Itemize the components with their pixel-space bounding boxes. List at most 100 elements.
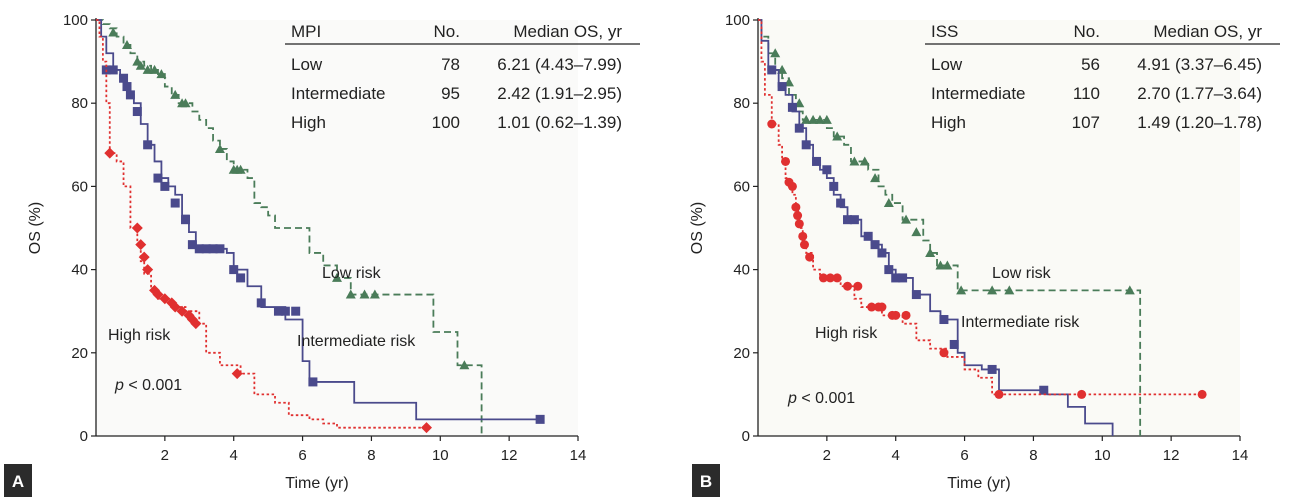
censor-marker-triangle (832, 131, 843, 141)
censor-marker-square (898, 273, 908, 283)
censor-marker-square (194, 244, 204, 254)
table-header: ISS (931, 22, 958, 41)
censor-marker-triangle (1124, 285, 1135, 295)
p-value-label: p < 0.001 (114, 377, 182, 394)
censor-marker-square (911, 290, 921, 300)
censor-marker-square (308, 377, 318, 387)
censor-marker-circle (832, 273, 842, 283)
censor-marker-square (822, 165, 832, 175)
y-tick-label: 60 (71, 178, 88, 195)
x-tick-label: 6 (960, 447, 968, 464)
x-tick-label: 2 (161, 447, 169, 464)
x-axis-label: Time (yr) (947, 475, 1010, 492)
censor-marker-square (280, 306, 290, 316)
censor-marker-circle (843, 281, 853, 291)
series-line-low-risk (96, 19, 483, 436)
censor-marker-circle (994, 389, 1004, 399)
censor-marker-square (215, 244, 225, 254)
censor-marker-square (891, 273, 901, 283)
x-tick-label: 14 (1232, 447, 1249, 464)
censor-marker-circle (791, 202, 801, 212)
high-risk-label: High risk (108, 327, 171, 344)
y-tick-label: 20 (733, 345, 750, 362)
table-header: Median OS, yr (1153, 22, 1262, 41)
censor-marker-square (884, 265, 894, 275)
x-axis-label: Time (yr) (285, 475, 348, 492)
censor-marker-square (987, 364, 997, 374)
censor-marker-square (291, 306, 301, 316)
high-risk-label: High risk (815, 325, 878, 342)
panel-label: A (12, 472, 24, 491)
censor-marker-triangle (108, 27, 119, 37)
censor-marker-square (949, 339, 959, 349)
censor-marker-diamond (104, 147, 116, 159)
table-cell: 110 (1073, 84, 1100, 103)
y-axis-label: OS (%) (689, 202, 706, 254)
x-tick-label: 12 (1163, 447, 1180, 464)
censor-marker-circle (901, 310, 911, 320)
table-cell: High (291, 113, 326, 132)
censor-marker-triangle (777, 64, 788, 74)
x-tick-label: 14 (570, 447, 587, 464)
censor-marker-circle (877, 302, 887, 312)
censor-marker-triangle (808, 114, 819, 124)
censor-marker-square (801, 140, 811, 150)
series-line-low-risk (758, 19, 1142, 436)
table-cell: 4.91 (3.37–6.45) (1137, 55, 1262, 74)
table-cell: Intermediate (291, 84, 386, 103)
censor-marker-square (122, 82, 132, 92)
censor-marker-square (160, 181, 170, 191)
censor-marker-triangle (956, 285, 967, 295)
censor-marker-triangle (121, 39, 132, 49)
censor-marker-triangle (814, 114, 825, 124)
x-tick-label: 6 (298, 447, 306, 464)
censor-marker-circle (787, 181, 797, 191)
censor-marker-circle (794, 219, 804, 229)
table-cell: Low (291, 55, 323, 74)
y-tick-label: 80 (733, 95, 750, 112)
censor-marker-triangle (821, 114, 832, 124)
censor-marker-diamond (169, 301, 181, 313)
censor-marker-triangle (770, 48, 781, 58)
censor-marker-square (1039, 385, 1049, 395)
censor-marker-circle (793, 211, 803, 221)
censor-marker-square (201, 244, 211, 254)
censor-marker-triangle (149, 64, 160, 74)
table-cell: 95 (441, 84, 460, 103)
x-tick-label: 12 (501, 447, 518, 464)
y-tick-label: 0 (80, 428, 88, 445)
table-header: No. (434, 22, 460, 41)
censor-marker-square (143, 140, 153, 150)
censor-marker-square (181, 215, 191, 225)
y-tick-label: 100 (725, 12, 750, 29)
censor-marker-diamond (231, 368, 243, 380)
censor-marker-circle (891, 310, 901, 320)
panel-label-box (692, 464, 720, 497)
censor-marker-square (849, 215, 859, 225)
censor-marker-circle (867, 302, 877, 312)
y-tick-label: 40 (733, 262, 750, 279)
censor-marker-circle (781, 156, 791, 166)
censor-marker-triangle (369, 289, 380, 299)
table-cell: 1.49 (1.20–1.78) (1137, 113, 1262, 132)
censor-marker-square (829, 181, 839, 191)
p-value-symbol: p (787, 390, 797, 407)
p-value-text: < 0.001 (124, 377, 182, 394)
censor-marker-circle (805, 252, 815, 262)
censor-marker-triangle (345, 289, 356, 299)
censor-marker-triangle (235, 164, 246, 174)
table-cell: 100 (432, 113, 460, 132)
censor-marker-diamond (138, 251, 150, 263)
censor-marker-triangle (942, 260, 953, 270)
y-axis-label: OS (%) (27, 202, 44, 254)
low-risk-label: Low risk (322, 265, 382, 282)
censor-marker-diamond (135, 239, 147, 251)
x-tick-label: 8 (1029, 447, 1037, 464)
censor-marker-circle (939, 348, 949, 358)
low-risk-label: Low risk (992, 265, 1052, 282)
y-tick-label: 20 (71, 345, 88, 362)
censor-marker-circle (1077, 389, 1087, 399)
x-tick-label: 10 (432, 447, 449, 464)
censor-marker-square (870, 240, 880, 250)
